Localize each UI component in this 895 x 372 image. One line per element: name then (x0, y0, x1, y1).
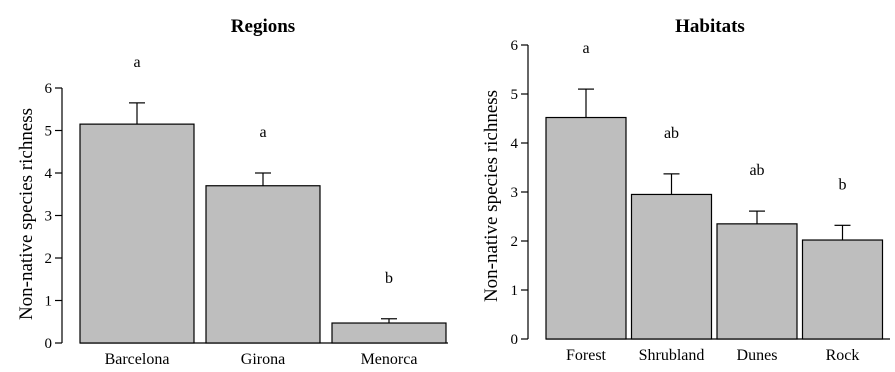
y-tick-label: 6 (45, 81, 53, 97)
regions-title: Regions (231, 16, 295, 37)
significance-label: a (259, 124, 266, 141)
bar (79, 123, 195, 344)
significance-label: a (133, 54, 140, 71)
y-tick-label: 3 (511, 185, 519, 201)
x-category-label: Barcelona (105, 351, 170, 368)
habitats-y-axis-label: Non-native species richness (481, 90, 502, 302)
bar (331, 322, 447, 344)
y-tick-label: 0 (45, 336, 53, 352)
y-tick-label: 4 (45, 166, 53, 182)
regions-y-axis-label: Non-native species richness (16, 108, 37, 320)
significance-label: ab (664, 125, 679, 142)
habitats-panel: Habitats Non-native species richness 0 1 2… (481, 16, 890, 364)
significance-label: b (839, 176, 847, 193)
y-tick-label: 1 (45, 294, 53, 310)
habitats-labels: a Forest ab Shrubland ab Dunes b Rock (566, 40, 859, 364)
significance-label: ab (749, 162, 764, 179)
x-category-label: Rock (826, 347, 860, 364)
y-tick-label: 1 (511, 283, 519, 299)
x-category-label: Shrubland (639, 347, 705, 364)
habitats-title: Habitats (675, 16, 745, 37)
significance-label: a (582, 40, 589, 57)
y-tick-label: 3 (45, 209, 53, 225)
y-tick-label: 0 (511, 332, 519, 348)
bar (545, 116, 627, 340)
y-tick-label: 2 (511, 234, 519, 250)
bar (205, 185, 321, 344)
habitats-bars (545, 88, 884, 340)
regions-panel: Regions Non-native species richness 0 1 2 3… (16, 16, 448, 368)
significance-label: b (385, 270, 393, 287)
x-category-label: Menorca (361, 351, 418, 368)
x-category-label: Dunes (737, 347, 778, 364)
y-tick-label: 5 (511, 87, 519, 103)
bar (630, 193, 713, 340)
y-tick-label: 5 (45, 124, 53, 140)
y-tick-label: 6 (511, 38, 519, 54)
regions-labels: a Barcelona a Girona b Menorca (105, 54, 418, 368)
x-category-label: Forest (566, 347, 607, 364)
y-tick-label: 4 (511, 136, 519, 152)
bar (716, 223, 798, 340)
x-category-label: Girona (241, 351, 285, 368)
bar (801, 239, 884, 340)
y-tick-label: 2 (45, 251, 53, 267)
regions-bars (79, 102, 447, 344)
